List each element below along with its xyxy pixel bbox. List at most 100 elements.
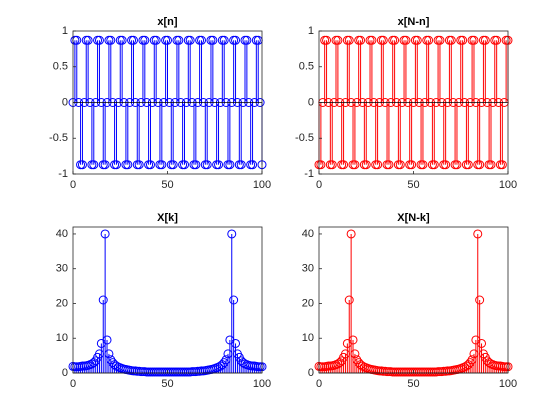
y-tick-label: 0.5 [299,61,314,73]
stem-marker [100,229,110,239]
stem-marker [390,35,400,45]
stem-marker [117,35,127,45]
subplot-title: x[n] [157,16,178,28]
stem-marker [231,35,241,45]
subplot-title: X[N-k] [397,212,430,224]
subplot-title: X[k] [157,212,178,224]
stem-marker [89,160,99,170]
y-tick-label: -0.5 [295,132,314,144]
stem-marker [497,160,507,170]
stem-marker [463,160,473,170]
y-tick-label: 40 [302,228,314,240]
stem-marker [227,229,237,239]
stem-marker [452,160,462,170]
stem-marker [242,35,252,45]
x-tick-label: 100 [253,378,271,390]
stem-marker [395,160,405,170]
stem-marker [151,35,161,45]
stem-marker [350,349,360,359]
stem-marker [100,160,110,170]
y-tick-label: -1 [58,168,68,180]
stem-marker [367,35,377,45]
y-tick-label: 20 [302,297,314,309]
marks [314,35,513,170]
stem-marker [361,160,371,170]
stem-marker [458,35,468,45]
stem-marker [327,160,337,170]
stem-marker [344,295,354,305]
y-tick-label: 40 [56,228,68,240]
subplot: 0 50 100 0 10 20 30 40 X[N-k] [302,212,517,390]
stem-marker [185,35,195,45]
y-tick-label: -1 [304,168,314,180]
stem-marker [475,295,485,305]
stem-marker [424,35,434,45]
y-tick-label: 10 [302,332,314,344]
stem-marker [441,160,451,170]
stem-marker [356,35,366,45]
stem-marker [446,35,456,45]
stem-marker [163,35,172,45]
stem-marker [248,160,258,170]
stem-marker [469,35,479,45]
x-tick-label: 100 [499,179,517,191]
stem-marker [140,35,150,45]
stem-marker [348,335,358,345]
stem-marker [492,35,502,45]
stem-marker [322,35,332,45]
stem-marker [435,35,445,45]
stem-marker [83,35,93,45]
stem-marker [202,160,212,170]
stem-marker [350,160,360,170]
stem-marker [401,35,411,45]
x-tick-label: 0 [70,179,76,191]
stem-marker [486,160,496,170]
y-tick-label: 20 [56,297,68,309]
stem-marker [157,160,167,170]
stem-marker [111,160,121,170]
stem-marker [418,160,428,170]
stem-marker [225,160,235,170]
stem-marker [378,35,388,45]
stem-marker [229,295,239,305]
x-tick-label: 50 [161,378,173,390]
stem-marker [77,160,87,170]
stem-marker [480,35,490,45]
stem-marker [231,338,241,348]
stem-marker [236,160,246,170]
plot-area [73,227,262,373]
stem-marker [180,160,190,170]
y-tick-label: 30 [302,263,314,275]
y-tick-label: 0 [62,367,68,379]
stem-marker [473,229,483,239]
stem-marker [134,160,144,170]
stem-marker [475,160,485,170]
subplot: 0 50 100 0 10 20 30 40 X[k] [56,212,271,390]
stem-marker [344,35,354,45]
stem-marker [316,160,326,170]
stem-marker [477,338,487,348]
marks [68,35,267,170]
y-tick-label: 0 [308,96,314,108]
stem-marker [102,335,112,345]
marks [68,229,267,377]
stem-marker [373,160,383,170]
stem-marker [98,295,108,305]
stem-marker [412,35,422,45]
y-tick-label: 1 [308,25,314,37]
y-tick-label: 0.5 [53,61,68,73]
stem-marker [197,35,207,45]
stem-marker [168,160,178,170]
x-tick-label: 0 [316,179,322,191]
subplot: 0 50 100 -1 -0.5 0 0.5 1 x[N-n] [295,16,517,191]
x-tick-label: 0 [316,378,322,390]
stem-marker [208,35,218,45]
y-tick-label: 10 [56,332,68,344]
stem-marker [346,229,356,239]
plot-area [319,227,508,373]
stem-marker [104,349,114,359]
stem-marker [384,160,394,170]
marks [314,229,513,377]
stem-marker [174,35,184,45]
x-tick-label: 0 [70,378,76,390]
